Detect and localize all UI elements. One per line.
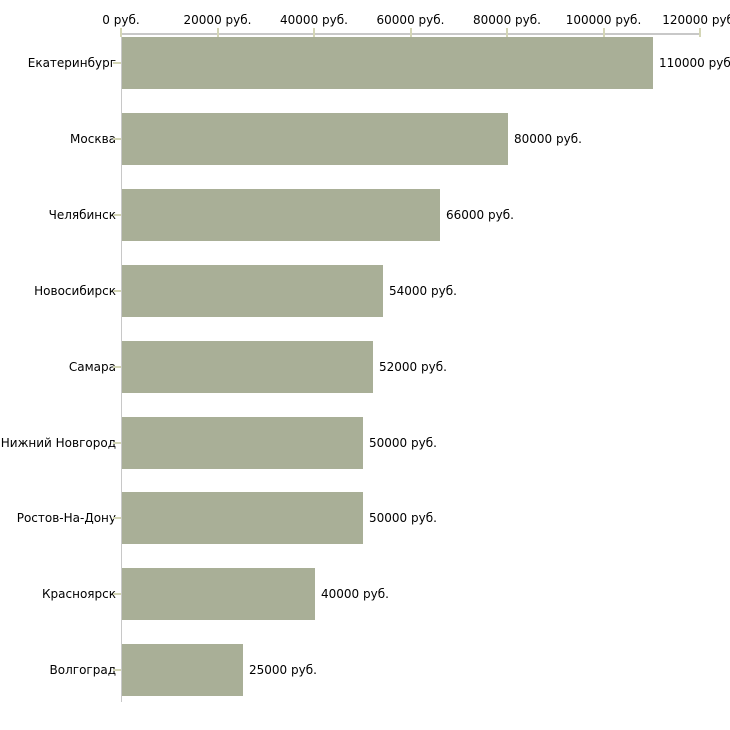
x-axis-tick-label: 0 руб. (102, 13, 140, 27)
category-label: Красноярск (42, 587, 116, 602)
category-label: Самара (68, 359, 116, 374)
value-label: 110000 руб. (659, 56, 730, 70)
x-axis-tick-label: 100000 руб. (565, 13, 642, 27)
category-label: Волгоград (49, 663, 116, 678)
value-label: 50000 руб. (369, 435, 437, 450)
category-tick (113, 441, 121, 444)
category-tick (113, 669, 121, 672)
bar (122, 188, 440, 241)
value-label: 80000 руб. (514, 131, 582, 146)
x-axis-tick-label: 20000 руб. (183, 13, 252, 27)
category-tick (113, 62, 121, 64)
x-axis-tick-label: 80000 руб. (473, 13, 541, 27)
bar (122, 416, 363, 469)
category-tick (113, 213, 121, 216)
x-axis-tick-label: 60000 руб. (376, 13, 445, 27)
category-label: Москва (70, 131, 116, 146)
category-tick (113, 289, 121, 292)
bar (122, 568, 315, 621)
bar (122, 264, 383, 317)
bar (122, 112, 508, 165)
bar (122, 340, 373, 393)
x-axis-tick (699, 28, 701, 37)
x-axis-tick (313, 28, 315, 37)
value-label: 50000 руб. (369, 511, 437, 526)
x-axis-tick (506, 28, 508, 37)
value-label: 52000 руб. (379, 359, 447, 374)
bar (122, 644, 243, 697)
category-tick (113, 365, 121, 368)
x-axis-tick-label: 40000 руб. (280, 13, 348, 27)
category-label: Новосибирск (34, 283, 116, 298)
category-label: Нижний Новгород (0, 435, 116, 450)
x-axis-tick (602, 28, 605, 37)
x-axis-tick (216, 28, 219, 37)
category-tick (113, 593, 121, 596)
y-axis-line (121, 33, 122, 702)
x-axis-tick (409, 28, 412, 37)
category-label: Ростов-На-Дону (16, 511, 116, 526)
category-label: Челябинск (48, 207, 116, 222)
value-label: 40000 руб. (321, 587, 389, 602)
value-label: 54000 руб. (389, 283, 457, 298)
bar (122, 37, 653, 89)
x-axis-tick-label: 120000 руб. (662, 13, 730, 27)
category-tick (113, 137, 121, 140)
bar (122, 492, 363, 545)
value-label: 25000 руб. (249, 663, 317, 678)
category-tick (113, 517, 121, 520)
value-label: 66000 руб. (446, 207, 514, 222)
category-label: Екатеринбург (27, 56, 116, 70)
x-axis-tick (120, 28, 122, 37)
